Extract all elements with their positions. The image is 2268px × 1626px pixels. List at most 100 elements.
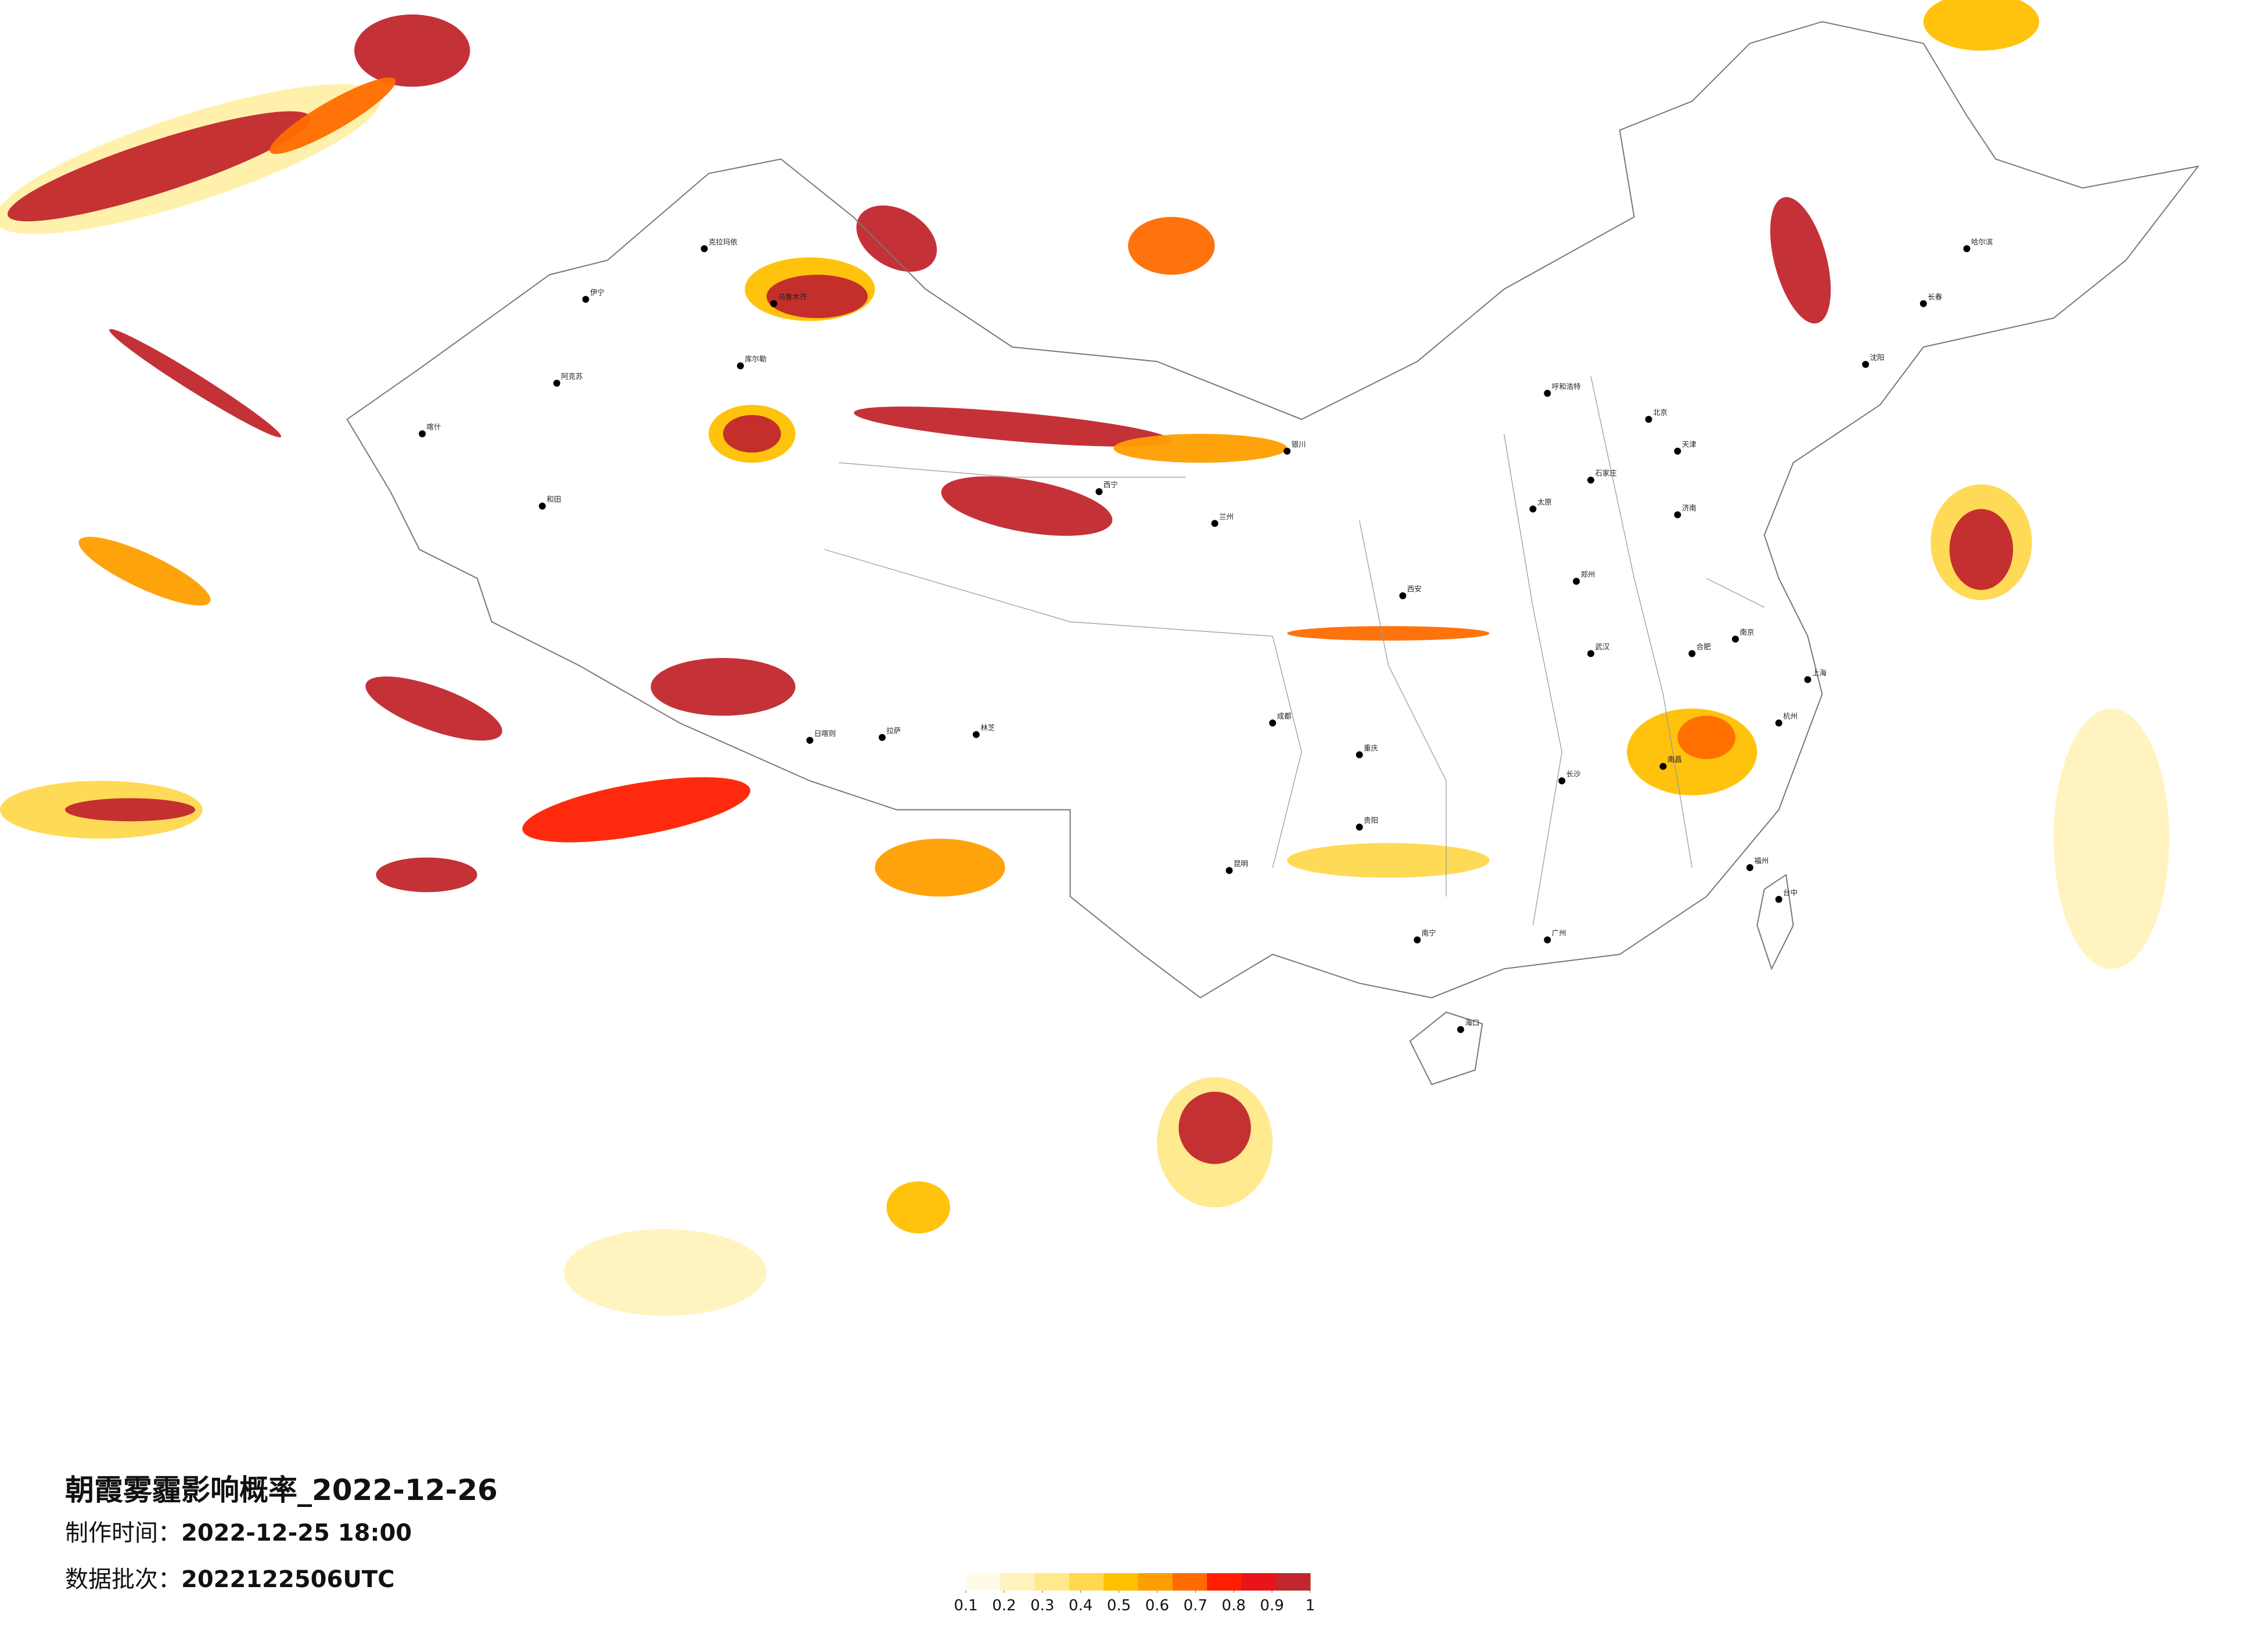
city-dot	[1587, 476, 1594, 484]
city-label: 郑州	[1581, 570, 1595, 579]
island-outline	[1409, 873, 1794, 1085]
city-label: 海口	[1465, 1018, 1479, 1027]
city-dot	[1414, 936, 1421, 944]
city-label: 长沙	[1566, 769, 1581, 778]
city-label: 昆明	[1234, 859, 1248, 868]
city-dot	[1284, 447, 1291, 455]
city-dot	[1544, 390, 1551, 397]
legend-swatch	[966, 1573, 1001, 1591]
city-label: 台中	[1783, 888, 1798, 897]
legend-tick-label: 0.9	[1260, 1597, 1284, 1614]
legend-tick-label: 0.7	[1184, 1597, 1207, 1614]
legend-tick-label: 0.5	[1107, 1597, 1131, 1614]
city-dot	[1659, 762, 1667, 770]
legend-tick-label: 0.8	[1222, 1597, 1246, 1614]
fog-area	[522, 777, 750, 843]
city-label: 呼和浩特	[1552, 382, 1581, 391]
city-label: 西宁	[1104, 480, 1118, 489]
city-dot	[1544, 936, 1551, 944]
city-dot	[806, 736, 814, 744]
made-time-value: 2022-12-25 18:00	[181, 1520, 412, 1546]
city-dot	[1211, 520, 1219, 527]
legend-swatch	[1104, 1573, 1138, 1591]
city-label: 成都	[1277, 712, 1292, 721]
city-dot	[1732, 635, 1739, 643]
city-label: 沈阳	[1870, 353, 1885, 362]
city-dot	[1963, 245, 1971, 253]
fog-area	[2053, 708, 2169, 969]
city-dot	[1688, 650, 1696, 657]
city-label: 和田	[547, 495, 561, 503]
made-time-label: 制作时间：	[65, 1520, 181, 1546]
city-dot	[1095, 488, 1103, 495]
fog-area	[1677, 715, 1735, 760]
legend-swatch	[1138, 1573, 1173, 1591]
city-label: 伊宁	[590, 288, 605, 297]
fog-area	[1287, 843, 1490, 878]
fog-area	[365, 676, 502, 741]
city-label: 武汉	[1595, 642, 1609, 651]
city-dot	[1862, 361, 1870, 368]
city-label: 拉萨	[886, 726, 901, 735]
legend: 0.1 0.2 0.3 0.4 0.5 0.6 0.7 0.8 0.9 1	[954, 1573, 1315, 1614]
city-label: 西安	[1407, 584, 1422, 593]
fog-area	[1287, 626, 1490, 641]
legend-swatch	[1241, 1573, 1277, 1591]
city-dot	[1587, 650, 1594, 657]
city-label: 南宁	[1422, 929, 1436, 937]
fog-area	[8, 111, 311, 222]
fog-area	[1923, 0, 2039, 51]
city-label: 喀什	[427, 423, 441, 431]
legend-swatch	[1275, 1573, 1311, 1591]
fog-area	[78, 537, 211, 606]
city-dot	[878, 733, 886, 741]
city-label: 上海	[1812, 668, 1827, 677]
city-dot	[1804, 676, 1811, 684]
city-dot	[538, 502, 546, 510]
fog-area	[723, 415, 781, 453]
fog-area	[1128, 217, 1215, 275]
fog-area	[941, 476, 1113, 536]
country-outline	[346, 21, 2200, 999]
data-batch: 数据批次：2022122506UTC	[65, 1566, 394, 1593]
city-label: 济南	[1682, 503, 1696, 512]
city-dot	[1399, 592, 1407, 599]
city-dot	[770, 300, 778, 307]
fog-area	[1113, 434, 1288, 463]
city-dot	[1573, 578, 1580, 585]
city-dot	[1674, 511, 1681, 519]
legend-tick-label: 0.3	[1030, 1597, 1054, 1614]
city-dot	[1775, 895, 1782, 903]
made-time: 制作时间：2022-12-25 18:00	[65, 1520, 412, 1546]
city-label: 南京	[1739, 628, 1754, 636]
data-batch-value: 2022122506UTC	[181, 1566, 394, 1593]
city-label: 克拉玛依	[709, 238, 738, 246]
fog-area	[269, 77, 396, 154]
city-label: 阿克苏	[561, 372, 583, 380]
legend-swatch	[1207, 1573, 1242, 1591]
city-label: 乌鲁木齐	[778, 292, 807, 301]
city-dot	[1457, 1026, 1464, 1033]
fog-area	[1770, 197, 1831, 324]
city-dot	[1674, 447, 1681, 455]
fog-area	[354, 14, 470, 87]
legend-tick-label: 0.6	[1145, 1597, 1169, 1614]
legend-tick-label: 0.4	[1069, 1597, 1092, 1614]
legend-tick-label: 0.1	[954, 1597, 977, 1614]
city-dot	[700, 245, 708, 253]
city-label: 哈尔滨	[1971, 238, 1993, 246]
city-label: 长春	[1928, 292, 1942, 301]
province-lines	[824, 376, 1765, 926]
city-dot	[582, 296, 590, 303]
fog-area	[1178, 1091, 1251, 1164]
fog-area	[109, 329, 282, 438]
city-label: 天津	[1682, 440, 1696, 448]
city-dot	[1269, 720, 1277, 726]
legend-swatch	[1069, 1573, 1104, 1591]
city-label: 杭州	[1783, 712, 1798, 721]
city-label: 贵阳	[1364, 816, 1378, 825]
city-label: 太原	[1537, 498, 1552, 506]
